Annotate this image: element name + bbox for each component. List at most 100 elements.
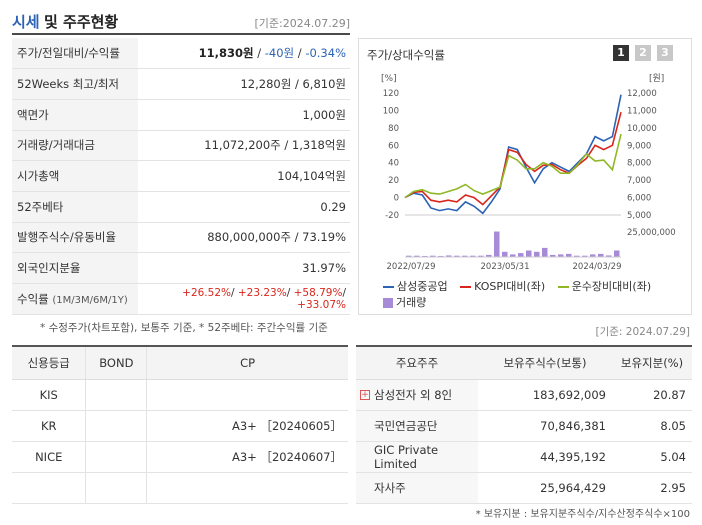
volume-bar bbox=[558, 254, 564, 257]
left-tick-label: 120 bbox=[383, 89, 399, 99]
column-header: BOND bbox=[85, 345, 148, 380]
volume-bar bbox=[454, 255, 460, 257]
quote-row: 주가/전일대비/수익률 11,830원 / -40원 / -0.34% bbox=[12, 38, 350, 70]
price-chart: [%] [원] 120 100 80 60 40 20 0 -20 12,000 11,000 10,0… bbox=[381, 73, 676, 272]
return-6m: +58.79% bbox=[293, 286, 343, 299]
legend-swatch bbox=[383, 286, 394, 288]
chart-page-1-button[interactable]: 1 bbox=[613, 45, 629, 61]
legend-label: 삼성중공업 bbox=[397, 280, 448, 293]
series-line bbox=[404, 111, 622, 206]
table-header-row: 주요주주 보유주식수(보통) 보유지분(%) bbox=[356, 345, 692, 380]
holder-pct: 2.95 bbox=[612, 472, 692, 504]
left-tick-label: 100 bbox=[383, 106, 399, 116]
left-tick-label: 20 bbox=[388, 176, 399, 186]
right-tick-label: 9,000 bbox=[627, 141, 651, 151]
quote-row: 시가총액 104,104억원 bbox=[12, 160, 350, 192]
volume-tick-label: 25,000,000 bbox=[627, 228, 676, 238]
agency-cell: KR bbox=[12, 410, 87, 442]
quote-value: 880,000,000주 / 73.19% bbox=[138, 222, 350, 254]
holder-name-cell[interactable]: + 삼성전자 외 8인 bbox=[356, 379, 478, 411]
right-axis-unit: [원] bbox=[649, 73, 664, 84]
volume-bar bbox=[462, 255, 468, 257]
left-tick-label: 80 bbox=[388, 124, 399, 134]
legend-item: 삼성중공업 bbox=[383, 280, 448, 293]
bond-cell bbox=[85, 379, 148, 411]
left-axis-unit: [%] bbox=[381, 74, 397, 84]
volume-bar bbox=[430, 255, 436, 257]
column-header: 신용등급 bbox=[12, 345, 87, 380]
volume-bar bbox=[550, 254, 556, 257]
quote-key: 주가/전일대비/수익률 bbox=[12, 38, 138, 70]
legend-label: 거래량 bbox=[396, 296, 427, 309]
legend-swatch bbox=[460, 286, 472, 288]
bond-cell bbox=[85, 410, 148, 442]
holder-shares: 70,846,381 bbox=[478, 410, 612, 442]
quote-row: 외국인지분율 31.97% bbox=[12, 252, 350, 284]
quote-table: 주가/전일대비/수익률 11,830원 / -40원 / -0.34% 52We… bbox=[12, 38, 350, 315]
column-header: 보유주식수(보통) bbox=[478, 345, 612, 380]
price-change: -40원 bbox=[264, 46, 295, 61]
return-periods: (1M/3M/6M/1Y) bbox=[52, 294, 128, 306]
quote-value: 0.29 bbox=[138, 191, 350, 223]
volume-bar bbox=[614, 250, 620, 257]
table-row bbox=[12, 472, 348, 504]
volume-bar bbox=[414, 255, 420, 257]
volume-bar bbox=[406, 255, 412, 257]
table-row: GIC Private Limited 44,395,192 5.04 bbox=[356, 441, 692, 473]
volume-bar bbox=[574, 255, 580, 257]
quote-key: 52주베타 bbox=[12, 191, 138, 223]
holder-pct: 20.87 bbox=[612, 379, 692, 411]
table-header-row: 신용등급 BOND CP bbox=[12, 345, 348, 380]
cp-cell bbox=[146, 472, 348, 504]
quote-key: 발행주식수/유동비율 bbox=[12, 222, 138, 254]
right-tick-label: 6,000 bbox=[627, 194, 651, 204]
holder-pct: 8.05 bbox=[612, 410, 692, 442]
quote-footnote: * 수정주가(차트포함), 보통주 기준, * 52주베타: 주간수익률 기준 bbox=[40, 322, 328, 334]
x-tick-label: 2024/03/29 bbox=[573, 262, 622, 272]
chart-page-3-button[interactable]: 3 bbox=[657, 45, 673, 61]
table-row: 국민연금공단 70,846,381 8.05 bbox=[356, 410, 692, 442]
agency-cell: NICE bbox=[12, 441, 87, 473]
quote-key: 수익률 (1M/3M/6M/1Y) bbox=[12, 283, 138, 315]
quote-key: 액면가 bbox=[12, 99, 138, 131]
holder-shares: 25,964,429 bbox=[478, 472, 612, 504]
chart-title: 주가/상대수익률 bbox=[367, 48, 445, 62]
volume-bar bbox=[526, 250, 532, 257]
legend-item: 거래량 bbox=[383, 296, 426, 309]
left-tick-label: -20 bbox=[385, 211, 399, 221]
section-title-row: 시세 및 주주현황 [기준:2024.07.29] bbox=[12, 9, 350, 35]
quote-row: 거래량/거래대금 11,072,200주 / 1,318억원 bbox=[12, 130, 350, 162]
legend-swatch bbox=[557, 286, 569, 288]
cp-cell: A3+ ［20240607］ bbox=[146, 441, 348, 473]
volume-bar bbox=[518, 253, 524, 257]
volume-bar bbox=[582, 255, 588, 257]
left-tick-label: 40 bbox=[388, 159, 399, 169]
holder-name: 자사주 bbox=[356, 472, 478, 504]
volume-bar bbox=[566, 253, 572, 257]
volume-bar bbox=[494, 231, 500, 257]
cp-cell bbox=[146, 379, 348, 411]
table-row: 자사주 25,964,429 2.95 bbox=[356, 472, 692, 504]
legend-item: KOSPI대비(좌) bbox=[460, 280, 545, 293]
volume-bar bbox=[534, 251, 540, 257]
bond-cell bbox=[85, 441, 148, 473]
legend-item: 운수장비대비(좌) bbox=[557, 280, 652, 293]
expand-plus-icon[interactable]: + bbox=[360, 389, 370, 400]
price-rate: -0.34% bbox=[305, 46, 346, 61]
quote-value: 12,280원 / 6,810원 bbox=[138, 68, 350, 100]
chart-legend-row2: 거래량 bbox=[383, 294, 435, 310]
chart-page-2-button[interactable]: 2 bbox=[635, 45, 651, 61]
legend-label: 운수장비대비(좌) bbox=[571, 280, 652, 293]
left-tick-label: 0 bbox=[394, 194, 399, 204]
current-price: 11,830원 bbox=[198, 46, 254, 61]
table-row: NICE A3+ ［20240607］ bbox=[12, 441, 348, 473]
holder-name: 삼성전자 외 8인 bbox=[374, 387, 453, 402]
table-row: KIS bbox=[12, 379, 348, 411]
quote-row: 수익률 (1M/3M/6M/1Y) +26.52%/ +23.23%/ +58.… bbox=[12, 283, 350, 315]
column-header: 주요주주 bbox=[356, 345, 478, 380]
volume-bar bbox=[590, 254, 596, 257]
right-tick-label: 10,000 bbox=[627, 124, 657, 134]
quote-key: 거래량/거래대금 bbox=[12, 130, 138, 162]
base-date: [기준:2024.07.29] bbox=[254, 17, 350, 30]
legend-label: KOSPI대비(좌) bbox=[474, 280, 546, 293]
